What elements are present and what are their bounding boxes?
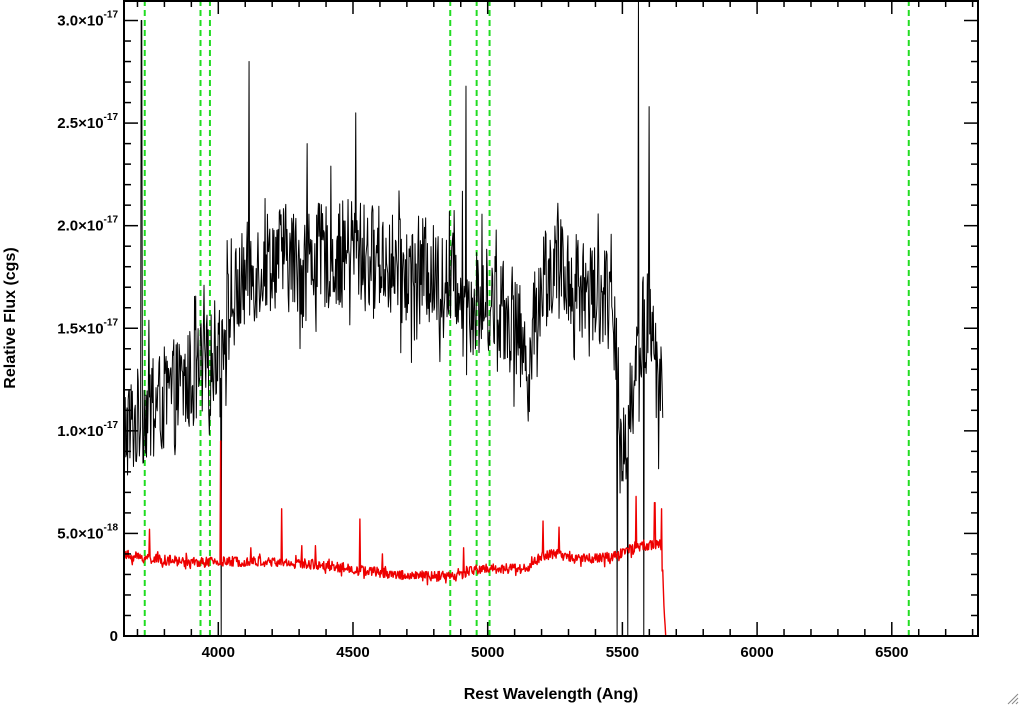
x-axis-title: Rest Wavelength (Ang) — [464, 686, 639, 703]
x-tick-label: 4000 — [202, 644, 235, 661]
y-tick-label: 3.0×10-17 — [57, 10, 118, 30]
labels-layer: Rest Wavelength (Ang) Relative Flux (cgs… — [2, 247, 638, 703]
y-axis-title: Relative Flux (cgs) — [2, 247, 19, 388]
x-tick-label: 4500 — [336, 644, 369, 661]
x-tick-label: 6500 — [875, 644, 908, 661]
x-tick-label: 5000 — [471, 644, 504, 661]
resize-grip-icon[interactable] — [1007, 693, 1019, 705]
y-tick-label: 1.5×10-17 — [57, 317, 118, 337]
y-tick-label: 5.0×10-18 — [57, 522, 118, 542]
reference-lines — [143, 0, 910, 636]
y-tick-label: 2.5×10-17 — [57, 112, 118, 132]
y-tick-label: 0 — [110, 628, 118, 645]
series-layer — [124, 0, 978, 636]
series-line-0 — [124, 0, 664, 636]
series-line-1 — [124, 440, 978, 636]
x-tick-label: 5500 — [606, 644, 639, 661]
x-tick-label: 6000 — [740, 644, 773, 661]
y-tick-label: 2.0×10-17 — [57, 215, 118, 235]
axes-layer: 4000 4500 5000 5500 6000 6500 0 5.0×10-18 1.0×10… — [57, 0, 979, 661]
y-tick-label: 1.0×10-17 — [57, 420, 118, 440]
plot-frame — [123, 0, 979, 637]
